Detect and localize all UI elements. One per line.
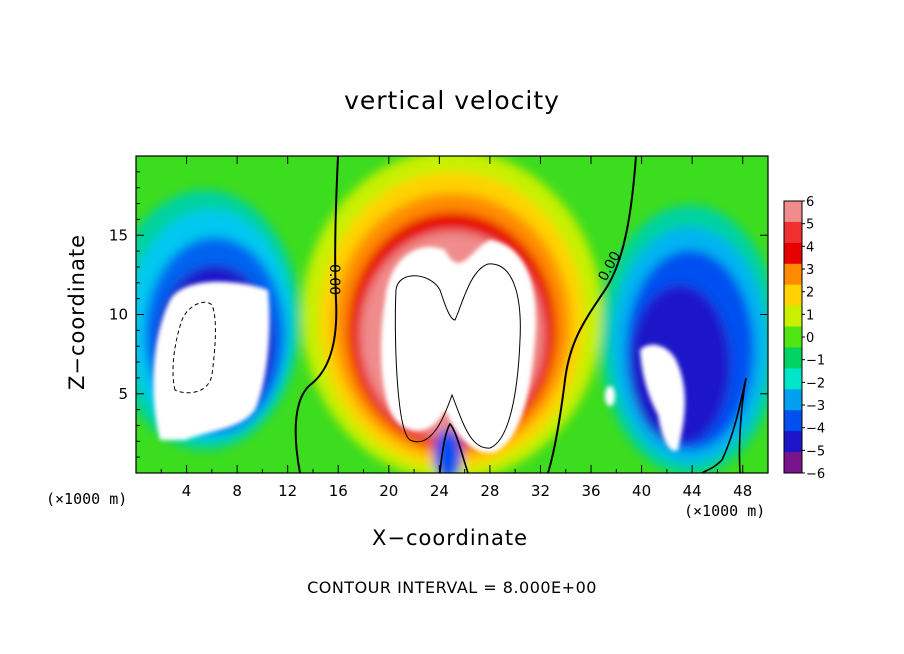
colorbar: 6 5 4 3 2 1 0 −1 −2 −3 −4 −5 −6 (783, 195, 825, 482)
zero-contour-right2 (701, 377, 747, 473)
y-tick-label: 10 (109, 306, 128, 324)
x-tick-label: 12 (278, 482, 297, 500)
y-axis-label: Z−coordinate (65, 234, 89, 390)
colorbar-label: 6 (806, 195, 814, 210)
heatmap-field (136, 156, 768, 473)
colorbar-label: −6 (806, 467, 825, 482)
y-axis: 5 10 15 (109, 171, 768, 458)
colorbar-swatch (784, 201, 802, 223)
colorbar-label: −3 (806, 399, 825, 414)
x-axis: 4 8 12 16 20 24 28 32 36 40 44 48 (160, 156, 752, 500)
x-unit-label-right: (×1000 m) (684, 502, 766, 520)
x-tick-label: 24 (430, 482, 449, 500)
colorbar-swatch (784, 410, 802, 432)
updraft-core-contour (394, 263, 521, 449)
colorbar-swatch (784, 326, 802, 348)
colorbar-swatch (784, 452, 802, 474)
x-tick-label: 48 (733, 482, 752, 500)
x-tick-label: 28 (480, 482, 499, 500)
contour-label-left: 0.00 (326, 264, 342, 295)
colorbar-label: −1 (806, 354, 825, 369)
x-tick-label: 20 (379, 482, 398, 500)
colorbar-swatch (784, 347, 802, 369)
contour-interval-note: CONTOUR INTERVAL = 8.000E+00 (307, 578, 597, 597)
colorbar-label: 3 (806, 263, 814, 278)
colorbar-label: 0 (806, 331, 814, 346)
x-tick-label: 36 (581, 482, 600, 500)
zero-contour-right (547, 156, 637, 473)
colorbar-swatch (784, 368, 802, 390)
x-tick-label: 32 (531, 482, 550, 500)
zero-contour-small (439, 422, 469, 473)
colorbar-label: 4 (806, 240, 814, 255)
x-tick-label: 4 (182, 482, 192, 500)
colorbar-swatch (784, 389, 802, 411)
x-unit-label-left: (×1000 m) (46, 490, 128, 508)
contour-lines (172, 156, 747, 473)
colorbar-label: 1 (806, 308, 814, 323)
zero-contour-left (294, 156, 339, 473)
colorbar-swatch (784, 284, 802, 307)
x-tick-label: 40 (632, 482, 651, 500)
x-tick-label: 16 (329, 482, 348, 500)
colorbar-swatch (784, 221, 802, 244)
colorbar-swatch (784, 431, 802, 453)
colorbar-label: 2 (806, 286, 814, 301)
x-axis-label: X−coordinate (372, 526, 528, 550)
x-tick-label: 44 (683, 482, 702, 500)
colorbar-label: −4 (806, 422, 825, 437)
y-tick-label: 5 (118, 385, 128, 403)
colorbar-label: −5 (806, 444, 825, 459)
colorbar-swatch (784, 263, 802, 286)
y-tick-label: 15 (109, 226, 128, 244)
x-tick-label: 8 (232, 482, 242, 500)
colorbar-swatch (784, 242, 802, 265)
colorbar-label: 5 (806, 218, 814, 233)
colorbar-label: −2 (806, 376, 825, 391)
colorbar-swatch (784, 305, 802, 328)
chart-title: vertical velocity (344, 86, 560, 115)
